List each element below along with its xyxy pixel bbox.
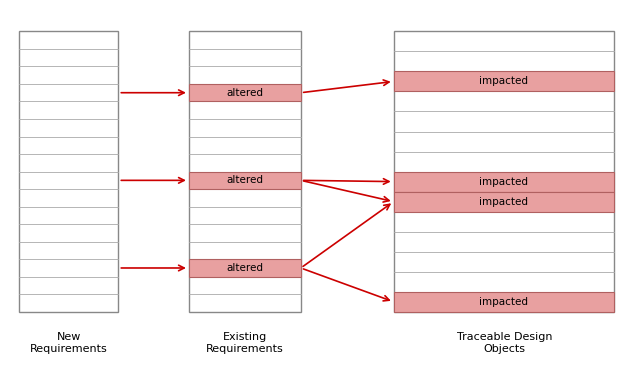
Bar xyxy=(394,292,614,312)
Text: impacted: impacted xyxy=(479,197,529,207)
Text: altered: altered xyxy=(227,175,263,185)
Text: New
Requirements: New Requirements xyxy=(30,332,108,354)
Text: Traceable Design
Objects: Traceable Design Objects xyxy=(456,332,552,354)
Bar xyxy=(189,31,301,312)
Text: altered: altered xyxy=(227,263,263,273)
Text: impacted: impacted xyxy=(479,76,529,86)
Bar xyxy=(394,31,614,312)
Bar xyxy=(189,84,301,101)
Text: altered: altered xyxy=(227,88,263,98)
Bar xyxy=(394,72,614,92)
Text: impacted: impacted xyxy=(479,177,529,187)
Bar xyxy=(189,172,301,189)
Text: Existing
Requirements: Existing Requirements xyxy=(206,332,284,354)
Text: impacted: impacted xyxy=(479,297,529,307)
Bar xyxy=(19,31,118,312)
Bar xyxy=(394,172,614,192)
Bar xyxy=(394,192,614,212)
Bar xyxy=(189,259,301,277)
